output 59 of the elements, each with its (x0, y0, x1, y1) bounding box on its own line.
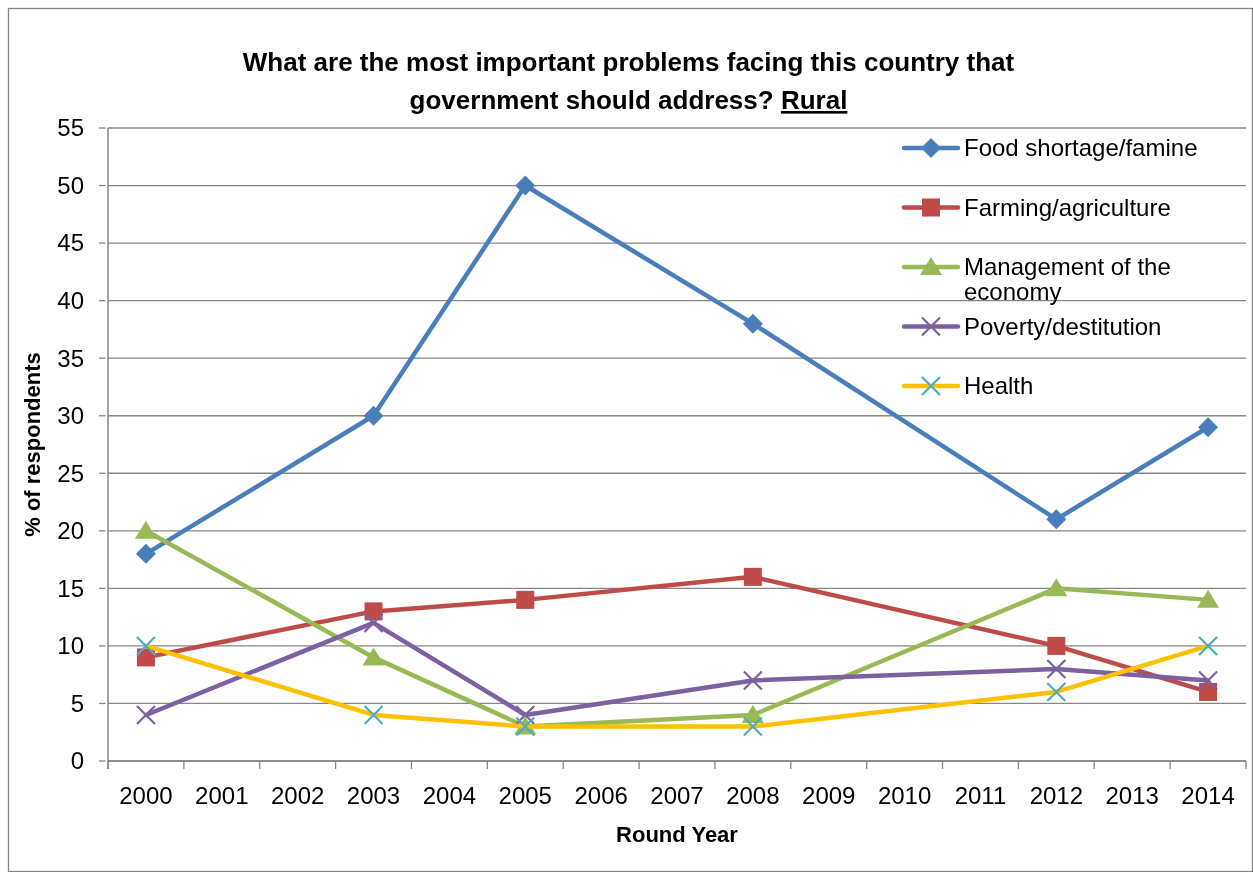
x-tick-label: 2006 (574, 782, 628, 809)
point (516, 590, 535, 609)
x-tick-label: 2013 (1105, 782, 1159, 809)
point (363, 704, 384, 726)
x-tick-label: 2002 (270, 782, 325, 809)
chart-title: What are the most important problems facing this country that government should address? Rural (242, 47, 1015, 115)
y-tick-label: 10 (57, 632, 84, 660)
x-axis-title: Round Year (616, 822, 739, 847)
legend-label: Food shortage/famine (964, 134, 1198, 161)
point (135, 543, 156, 564)
point (515, 175, 536, 196)
y-tick-label: 5 (70, 689, 84, 717)
point (742, 716, 763, 737)
point (135, 704, 157, 726)
x-tick-label: 2005 (498, 782, 552, 809)
y-tick-label: 45 (57, 229, 84, 257)
point (134, 520, 157, 539)
point (363, 405, 384, 426)
point (1046, 509, 1067, 530)
x-tick-label: 2001 (195, 782, 249, 809)
y-axis-title: % of respondents (20, 352, 45, 537)
point (363, 612, 384, 633)
point (1047, 636, 1066, 655)
x-tick-label: 2014 (1181, 782, 1235, 809)
x-tick-label: 2010 (877, 782, 932, 809)
y-tick-label: 20 (57, 517, 84, 545)
point (1198, 417, 1219, 438)
point (1046, 681, 1067, 703)
x-tick-label: 2004 (422, 782, 477, 809)
y-tick-label: 25 (57, 459, 84, 487)
legend-label: Health (964, 372, 1034, 399)
y-tick-label: 55 (57, 114, 84, 142)
y-tick-label: 50 (57, 171, 84, 199)
legend-label: Poverty/destitution (964, 312, 1162, 340)
x-tick-label: 2007 (650, 782, 704, 809)
point (135, 635, 157, 657)
legend-label: Management of the economy (964, 253, 1171, 305)
y-tick-label: 35 (57, 344, 84, 372)
y-tick-label: 0 (70, 747, 84, 775)
x-tick-label: 2008 (726, 782, 780, 809)
point (742, 313, 763, 334)
x-tick-label: 2003 (346, 782, 401, 809)
point (1197, 670, 1219, 691)
point (515, 704, 536, 726)
point (1045, 578, 1068, 597)
point (743, 567, 762, 586)
point (362, 647, 385, 666)
y-tick-label: 15 (57, 574, 84, 602)
point (1197, 635, 1219, 657)
point (1046, 658, 1067, 680)
x-tick-label: 2000 (119, 782, 173, 809)
x-tick-label: 2009 (802, 782, 856, 809)
x-tick-label: 2011 (954, 782, 1007, 809)
point (742, 670, 763, 691)
y-tick-label: 30 (57, 402, 84, 430)
legend-label: Farming/agriculture (964, 193, 1171, 221)
y-tick-label: 40 (57, 287, 84, 315)
x-tick-label: 2012 (1029, 782, 1084, 809)
point (1197, 589, 1220, 608)
